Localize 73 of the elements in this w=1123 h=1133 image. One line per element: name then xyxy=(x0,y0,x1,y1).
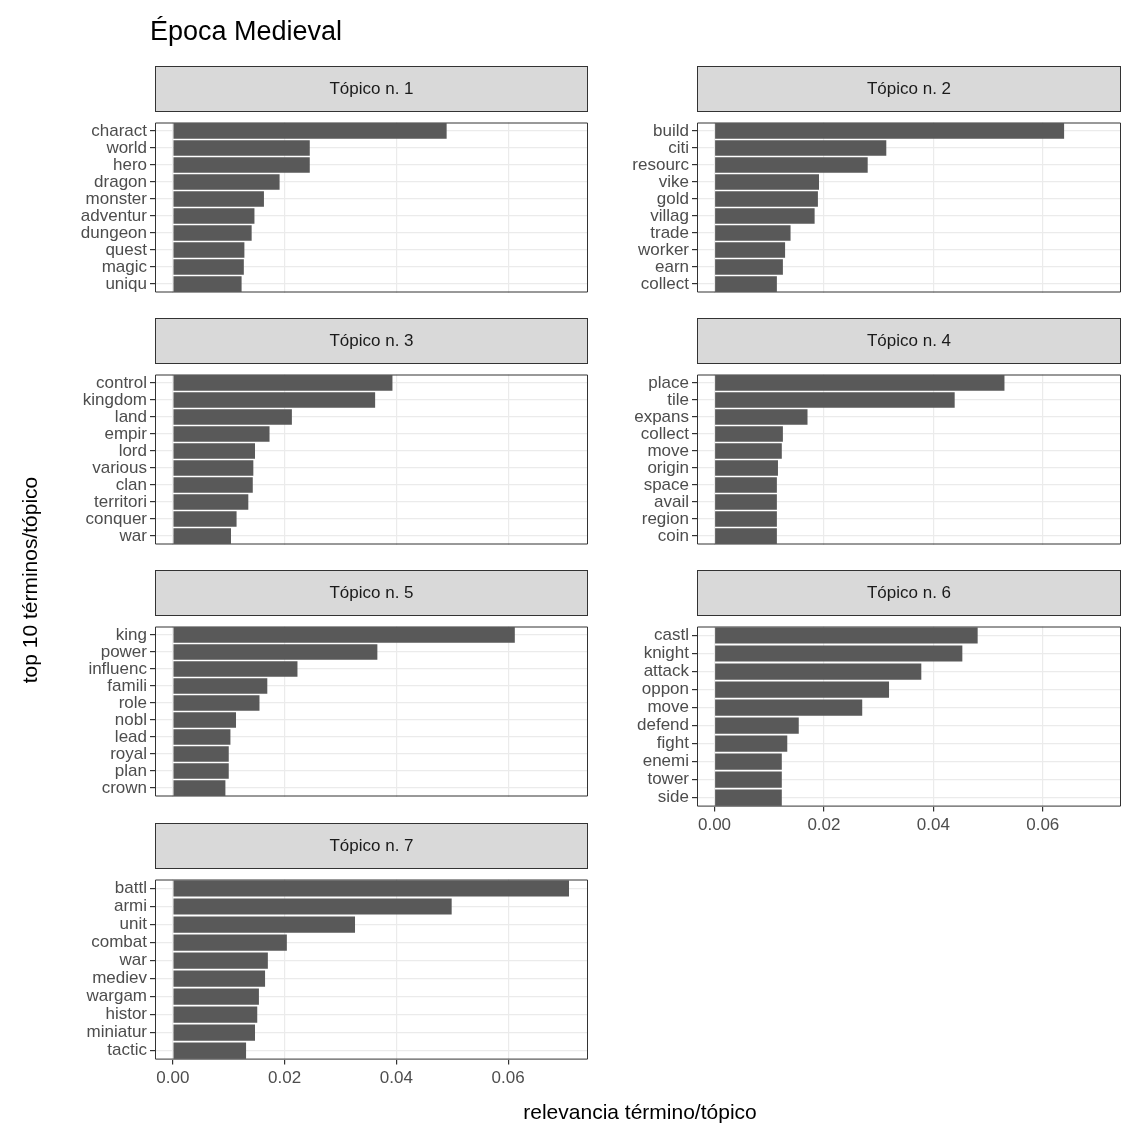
y-tick-label: resourc xyxy=(632,154,690,174)
y-tick-label: fight xyxy=(656,733,690,753)
x-axis-title: relevancia término/tópico xyxy=(523,1100,757,1124)
chart-subtitle: Tópico n. 3 xyxy=(155,318,588,364)
y-tick-label: land xyxy=(114,406,147,426)
y-tick-label: attack xyxy=(643,661,690,681)
y-tick-label: tactic xyxy=(107,1040,148,1060)
y-tick-label: worker xyxy=(636,239,690,259)
y-tick-label: war xyxy=(118,950,148,970)
chart-subtitle: Tópico n. 5 xyxy=(155,570,588,616)
chart-subtitle: Tópico n. 2 xyxy=(697,66,1121,112)
y-tick-label: enemi xyxy=(642,751,689,771)
y-tick-label: nobl xyxy=(114,709,147,729)
y-tick-label: territori xyxy=(94,491,147,511)
y-tick-label: unit xyxy=(119,914,148,934)
y-tick-label: armi xyxy=(113,896,147,916)
x-tick-label: 0.06 xyxy=(491,1068,525,1088)
y-tick-label: empir xyxy=(104,423,148,443)
y-tick-label: adventur xyxy=(80,205,148,225)
y-tick-label: wargam xyxy=(85,986,147,1006)
y-tick-label: conquer xyxy=(85,508,148,528)
chart-subtitle: Tópico n. 1 xyxy=(155,66,588,112)
y-tick-label: hero xyxy=(112,154,147,174)
y-tick-label: royal xyxy=(110,743,147,763)
y-tick-label: collect xyxy=(640,273,690,293)
y-axis-title: top 10 términos/tópico xyxy=(18,476,42,684)
y-tick-label: castl xyxy=(654,625,689,645)
y-tick-label: mediev xyxy=(92,968,148,988)
y-tick-label: role xyxy=(118,692,147,712)
y-tick-label: knight xyxy=(643,643,690,663)
y-tick-label: charact xyxy=(91,120,148,140)
y-tick-label: histor xyxy=(105,1004,148,1024)
y-tick-label: move xyxy=(647,697,689,717)
x-tick-label: 0.04 xyxy=(916,815,950,835)
y-tick-label: kingdom xyxy=(82,389,147,409)
y-tick-label: control xyxy=(95,372,147,392)
y-tick-label: king xyxy=(115,624,147,644)
y-tick-label: dragon xyxy=(94,171,147,191)
y-tick-label: tile xyxy=(667,389,689,409)
y-tick-label: combat xyxy=(91,932,148,952)
y-tick-label: tower xyxy=(647,769,690,789)
chart-subtitle: Tópico n. 4 xyxy=(697,318,1121,364)
y-tick-label: world xyxy=(105,137,147,157)
chart-title: Época Medieval xyxy=(150,16,343,47)
y-tick-label: gold xyxy=(656,188,689,208)
y-tick-label: side xyxy=(657,787,689,807)
y-tick-label: miniatur xyxy=(86,1022,148,1042)
y-tick-label: vike xyxy=(658,171,689,191)
y-tick-label: lead xyxy=(114,726,147,746)
x-tick-label: 0.06 xyxy=(1026,815,1060,835)
x-tick-label: 0.02 xyxy=(807,815,841,835)
y-tick-label: various xyxy=(92,457,147,477)
y-tick-label: oppon xyxy=(641,679,689,699)
chart-subtitle: Tópico n. 7 xyxy=(155,823,588,869)
y-tick-label: avail xyxy=(654,491,689,511)
x-tick-label: 0.04 xyxy=(379,1068,413,1088)
y-tick-label: dungeon xyxy=(80,222,147,242)
x-tick-label: 0.02 xyxy=(268,1068,302,1088)
x-tick-label: 0.00 xyxy=(156,1068,190,1088)
y-tick-label: famili xyxy=(107,675,147,695)
y-tick-label: place xyxy=(648,372,689,392)
y-tick-label: move xyxy=(647,440,689,460)
y-tick-label: citi xyxy=(668,137,689,157)
y-tick-label: expans xyxy=(634,406,689,426)
y-tick-label: origin xyxy=(647,457,689,477)
y-tick-label: clan xyxy=(115,474,147,494)
chart-subtitle: Tópico n. 6 xyxy=(697,570,1121,616)
y-tick-label: region xyxy=(641,508,689,528)
x-tick-label: 0.00 xyxy=(697,815,732,835)
y-tick-label: defend xyxy=(637,715,689,735)
y-tick-label: earn xyxy=(654,256,689,276)
y-tick-label: battl xyxy=(114,878,147,898)
y-tick-label: build xyxy=(653,120,689,140)
